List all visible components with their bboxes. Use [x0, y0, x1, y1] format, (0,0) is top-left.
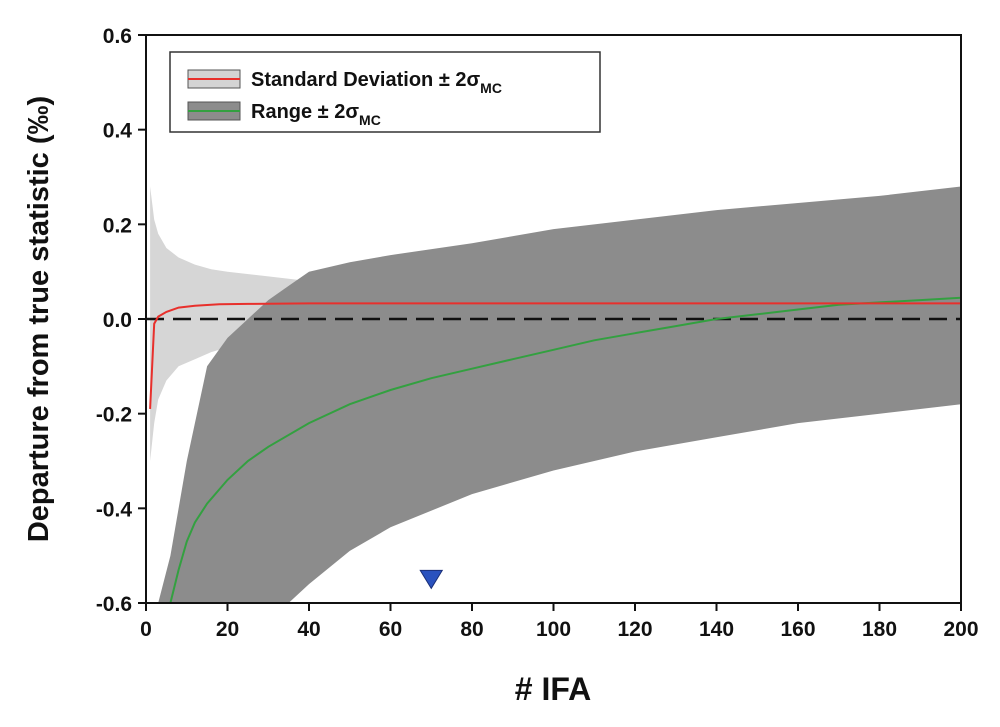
x-axis: 0 20 40 60 80 100 120 140 160 180 200	[140, 603, 979, 641]
range-series-line	[169, 296, 961, 603]
sd-series-line	[149, 302, 961, 409]
x-tick-label: 200	[943, 618, 978, 641]
y-tick-label: -0.4	[96, 498, 133, 521]
x-tick-label: 20	[216, 618, 239, 641]
y-axis-title: Departure from true statistic (‰)	[23, 96, 55, 542]
legend-entry-sd: Standard Deviation ± 2σMC	[187, 69, 502, 96]
y-axis: -0.6 -0.4 -0.2 0.0 0.2 0.4 0.6	[96, 25, 146, 616]
x-tick-label: 0	[140, 618, 152, 641]
x-tick-label: 100	[536, 618, 571, 641]
x-axis-title: # IFA	[515, 671, 591, 707]
plot-content	[146, 186, 961, 603]
legend-label-range: Range ± 2σMC	[251, 101, 381, 128]
x-tick-label: 40	[297, 618, 320, 641]
legend-entry-range: Range ± 2σMC	[187, 101, 381, 128]
legend-label-sd: Standard Deviation ± 2σMC	[251, 69, 502, 96]
y-tick-label: 0.0	[103, 309, 132, 332]
x-tick-label: 80	[460, 618, 483, 641]
x-tick-label: 160	[780, 618, 815, 641]
legend-label-sd-main: Standard Deviation ± 2σ	[251, 69, 480, 91]
range-band	[158, 186, 961, 603]
y-tick-label: -0.2	[96, 404, 132, 427]
x-tick-label: 60	[379, 618, 402, 641]
y-tick-label: 0.4	[103, 120, 133, 143]
x-tick-label: 180	[862, 618, 897, 641]
x-tick-label: 140	[699, 618, 734, 641]
y-tick-label: 0.6	[103, 25, 132, 48]
legend: Standard Deviation ± 2σMC Range ± 2σMC	[169, 51, 601, 133]
x-tick-label: 120	[617, 618, 652, 641]
marker-triangle	[419, 569, 444, 590]
legend-label-range-sub: MC	[359, 112, 381, 128]
y-tick-label: 0.2	[103, 214, 132, 237]
legend-label-range-main: Range ± 2σ	[251, 101, 359, 123]
y-tick-label: -0.6	[96, 593, 132, 616]
legend-box	[169, 51, 601, 133]
legend-label-sd-sub: MC	[480, 80, 502, 96]
